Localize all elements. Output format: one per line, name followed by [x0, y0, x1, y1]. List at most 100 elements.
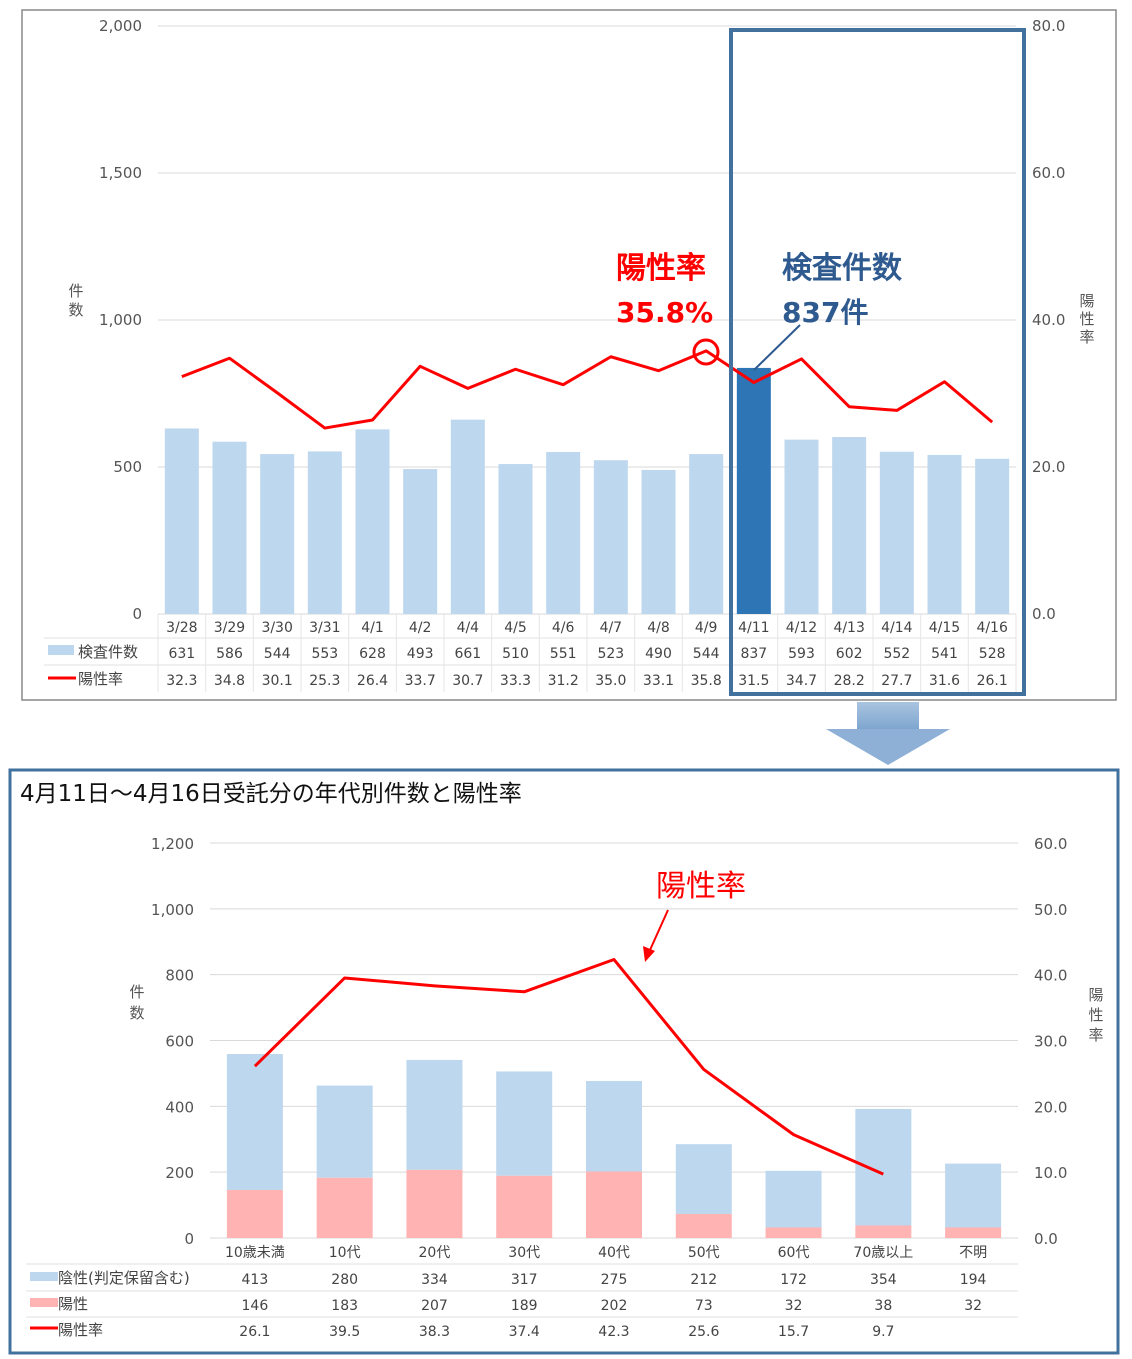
bar [593, 460, 628, 614]
bar [975, 458, 1010, 614]
bottom-legend-line-label: 陽性率 [58, 1321, 103, 1339]
bar [736, 367, 771, 614]
annot-count-value: 837件 [782, 296, 868, 329]
table-cell-rate: 35.0 [595, 673, 626, 689]
axis-title-char: 性 [1088, 1006, 1103, 1024]
table-cell-positive: 183 [331, 1298, 358, 1314]
bar-positive [226, 1189, 283, 1238]
table-cell-rate: 33.3 [500, 673, 531, 689]
x-tick-label: 4/13 [833, 620, 864, 636]
bottom-y2-label: 陽性率 [1088, 986, 1103, 1044]
y-tick-label: 600 [165, 1033, 194, 1051]
x-tick-label: 60代 [778, 1245, 810, 1261]
annot-rate-value: 35.8% [616, 296, 713, 329]
table-cell-count: 628 [359, 646, 386, 662]
y2-tick-label: 50.0 [1034, 901, 1067, 919]
table-cell-rate: 15.7 [778, 1324, 809, 1340]
y2-tick-label: 0.0 [1034, 1230, 1058, 1248]
x-tick-label: 20代 [419, 1245, 451, 1261]
highlight-frame [729, 28, 1026, 696]
table-cell-count: 544 [693, 646, 720, 662]
x-tick-label: 4/6 [552, 620, 575, 636]
y2-tick-label: 20.0 [1032, 458, 1065, 476]
x-tick-label: 50代 [688, 1245, 720, 1261]
rate-line [181, 349, 994, 430]
top-rate-line [181, 349, 994, 430]
table-cell-positive: 146 [242, 1298, 269, 1314]
table-cell-count: 541 [931, 646, 958, 662]
x-tick-label: 4/1 [361, 620, 384, 636]
top-y-label-1: 件 [68, 282, 83, 300]
table-cell-count: 551 [550, 646, 577, 662]
bar-negative [765, 1170, 822, 1228]
y2-tick-label: 80.0 [1032, 17, 1065, 35]
x-tick-label: 30代 [508, 1245, 540, 1261]
table-cell-positive: 32 [964, 1298, 982, 1314]
bar [450, 419, 485, 614]
table-cell-negative: 212 [690, 1272, 717, 1288]
y-tick-label: 0 [132, 605, 142, 623]
top-data-table: 3/28 631 32.3 3/29 586 34.8 3/30 544 30.1 3/31 553… [44, 614, 1017, 692]
x-tick-label: 不明 [959, 1245, 987, 1261]
bottom-annot-arrow [643, 909, 669, 962]
y-tick-label: 1,000 [151, 901, 194, 919]
axis-title-char: 陽 [1088, 986, 1103, 1004]
table-cell-rate: 33.7 [405, 673, 436, 689]
table-cell-positive: 202 [601, 1298, 628, 1314]
bottom-y-label-2: 数 [129, 1004, 144, 1022]
bar [307, 451, 342, 614]
annot-count-title: 検査件数 [782, 251, 903, 286]
bar [164, 428, 199, 614]
x-tick-label: 4/9 [695, 620, 718, 636]
annot-rate-title: 陽性率 [616, 251, 706, 286]
x-tick-label: 3/30 [261, 620, 292, 636]
y-tick-label: 800 [165, 967, 194, 985]
table-cell-negative: 172 [780, 1272, 807, 1288]
table-cell-count: 490 [645, 646, 672, 662]
x-tick-label: 10歳未満 [225, 1245, 285, 1261]
table-cell-rate: 26.4 [357, 673, 388, 689]
x-tick-label: 70歳以上 [853, 1245, 913, 1261]
table-cell-rate: 26.1 [977, 673, 1008, 689]
x-tick-label: 3/28 [166, 620, 197, 636]
bar [832, 437, 867, 614]
table-cell-count: 528 [979, 646, 1006, 662]
bar [260, 454, 295, 614]
table-cell-count: 631 [168, 646, 195, 662]
bar [641, 469, 676, 614]
table-cell-rate: 30.7 [452, 673, 483, 689]
table-cell-count: 553 [311, 646, 338, 662]
y2-tick-label: 20.0 [1034, 1098, 1067, 1116]
bottom-chart-title: 4月11日～4月16日受託分の年代別件数と陽性率 [20, 781, 522, 807]
table-cell-rate: 25.3 [309, 673, 340, 689]
bar [689, 454, 724, 614]
table-cell-negative: 280 [331, 1272, 358, 1288]
y2-tick-label: 40.0 [1034, 967, 1067, 985]
y2-tick-label: 0.0 [1032, 605, 1056, 623]
bottom-axis-ticks: 1,200 1,000 800 600 400 200 0 60.0 50.0 40.0 30.0 2… [151, 835, 1067, 1248]
table-cell-positive: 38 [874, 1298, 892, 1314]
axis-title-char: 性 [1079, 310, 1094, 328]
top-y-label-2: 数 [68, 301, 83, 319]
bottom-y-label-1: 件 [129, 983, 144, 1001]
table-cell-rate: 38.3 [419, 1324, 450, 1340]
axis-title-char: 率 [1088, 1026, 1103, 1044]
table-cell-count: 523 [597, 646, 624, 662]
table-cell-rate: 28.2 [834, 673, 865, 689]
top-axis-ticks: 2,000 1,500 1,000 500 0 80.0 60.0 40.0 20.0 0.0 [99, 17, 1065, 623]
table-cell-rate: 35.8 [691, 673, 722, 689]
table-cell-count: 661 [454, 646, 481, 662]
bar-positive [855, 1225, 912, 1238]
down-arrow [826, 702, 950, 765]
table-cell-rate: 34.7 [786, 673, 817, 689]
bar-negative [406, 1059, 463, 1170]
bottom-legend-pos-label: 陽性 [58, 1295, 88, 1313]
annot-count-pointer [753, 324, 801, 371]
y-tick-label: 0 [184, 1230, 194, 1248]
bar-negative [675, 1144, 732, 1214]
table-cell-rate: 33.1 [643, 673, 674, 689]
table-cell-rate: 31.2 [548, 673, 579, 689]
y-tick-label: 1,500 [99, 164, 142, 182]
axis-title-char: 陽 [1079, 292, 1094, 310]
